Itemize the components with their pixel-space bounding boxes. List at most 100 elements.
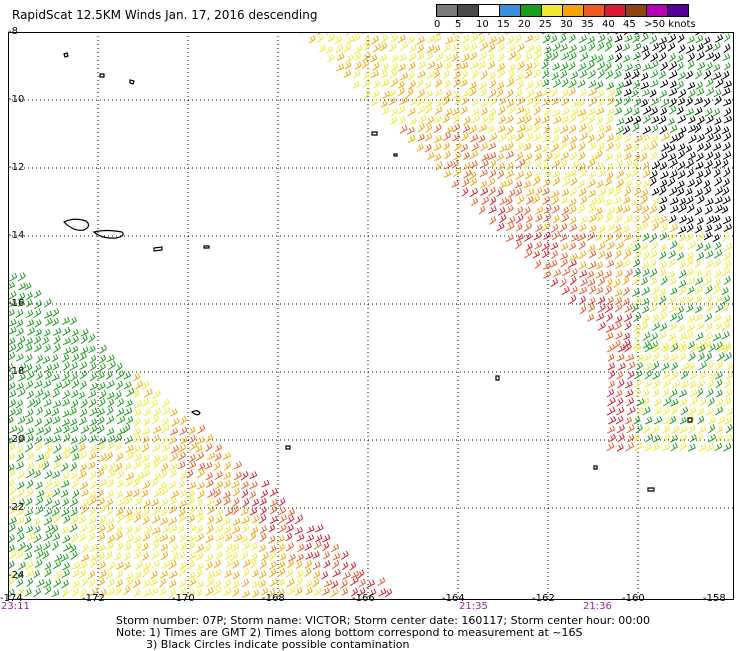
wind-barb bbox=[595, 115, 604, 126]
wind-barb bbox=[605, 70, 614, 80]
wind-barb bbox=[713, 258, 722, 268]
wind-barb bbox=[623, 332, 631, 341]
wind-barb bbox=[606, 259, 615, 268]
wind-barb bbox=[670, 342, 679, 353]
wind-barb bbox=[196, 481, 205, 490]
wind-barb bbox=[471, 142, 479, 152]
wind-barb bbox=[15, 353, 24, 362]
wind-barb bbox=[706, 86, 715, 97]
wind-barb bbox=[643, 32, 648, 35]
wind-barb bbox=[179, 489, 188, 498]
wind-barb bbox=[689, 433, 697, 443]
wind-barb bbox=[543, 124, 551, 134]
wind-barb bbox=[62, 562, 70, 571]
wind-barb bbox=[314, 534, 323, 543]
wind-barb bbox=[186, 469, 194, 479]
wind-barb bbox=[643, 179, 651, 188]
wind-barb bbox=[696, 433, 704, 443]
wind-barb bbox=[659, 268, 667, 277]
wind-barb bbox=[714, 117, 722, 126]
wind-barb bbox=[24, 442, 34, 453]
wind-barb bbox=[577, 179, 585, 189]
wind-barb bbox=[722, 70, 730, 80]
wind-barb bbox=[24, 353, 33, 363]
wind-barb bbox=[223, 496, 231, 506]
wind-barb bbox=[26, 577, 34, 587]
wind-barb bbox=[552, 170, 561, 179]
wind-barb bbox=[418, 115, 427, 124]
wind-barb bbox=[713, 133, 722, 142]
wind-barb bbox=[616, 443, 624, 452]
wind-barb bbox=[62, 361, 70, 371]
wind-barb bbox=[43, 516, 53, 526]
wind-barb bbox=[160, 462, 169, 472]
wind-barb bbox=[676, 80, 684, 90]
wind-barb bbox=[695, 269, 702, 278]
wind-barb bbox=[622, 276, 630, 286]
wind-barb bbox=[343, 43, 352, 53]
wind-barb bbox=[379, 54, 387, 63]
wind-barb bbox=[694, 188, 704, 198]
wind-barb bbox=[453, 142, 462, 152]
wind-barb bbox=[677, 324, 685, 333]
wind-barb bbox=[470, 134, 479, 143]
wind-barb bbox=[61, 445, 71, 454]
wind-barb bbox=[462, 124, 471, 133]
wind-barb bbox=[714, 442, 723, 452]
wind-barb bbox=[124, 478, 133, 488]
wind-barb bbox=[607, 54, 614, 62]
wind-barb bbox=[649, 258, 657, 268]
wind-barb bbox=[544, 46, 552, 54]
wind-barb bbox=[132, 427, 141, 436]
wind-barb bbox=[505, 204, 514, 214]
wind-barb bbox=[18, 561, 26, 570]
chart-title: RapidScat 12.5KM Winds Jan. 17, 2016 des… bbox=[12, 8, 318, 22]
wind-barb bbox=[541, 144, 549, 153]
wind-barb bbox=[60, 553, 69, 562]
wind-barb bbox=[88, 578, 96, 588]
wind-barb bbox=[633, 416, 641, 425]
wind-barb bbox=[231, 480, 240, 489]
lat-label: -8 bbox=[8, 26, 18, 37]
wind-barb bbox=[462, 162, 471, 171]
wind-barb bbox=[661, 142, 670, 152]
wind-barb bbox=[80, 398, 88, 409]
wind-barb bbox=[659, 251, 667, 260]
wind-barb bbox=[123, 542, 132, 552]
wind-barb bbox=[99, 588, 107, 598]
wind-barb bbox=[115, 579, 123, 588]
wind-barb bbox=[70, 471, 78, 480]
wind-barb bbox=[186, 489, 195, 499]
wind-barb bbox=[532, 176, 541, 187]
wind-barb bbox=[686, 277, 696, 286]
wind-barb bbox=[205, 472, 213, 481]
wind-barb bbox=[52, 499, 61, 508]
wind-barb bbox=[15, 508, 25, 516]
wind-barb bbox=[559, 141, 568, 150]
wind-barb bbox=[676, 305, 685, 315]
wind-barb bbox=[451, 159, 459, 169]
wind-barb bbox=[561, 267, 571, 277]
wind-barb bbox=[268, 524, 276, 533]
wind-barb bbox=[249, 559, 257, 569]
lon-label: -174 bbox=[0, 593, 23, 604]
wind-barb bbox=[33, 587, 42, 598]
wind-barb bbox=[362, 51, 371, 62]
wind-barb bbox=[523, 107, 531, 117]
wind-barb bbox=[8, 337, 16, 346]
wind-barb bbox=[354, 44, 363, 54]
wind-barb bbox=[715, 398, 724, 407]
wind-barb bbox=[409, 117, 417, 126]
wind-barb bbox=[213, 580, 221, 589]
wind-barb bbox=[25, 451, 34, 461]
wind-barb bbox=[614, 88, 622, 97]
wind-barb bbox=[407, 135, 416, 143]
wind-barb bbox=[632, 323, 642, 332]
wind-barb bbox=[568, 52, 577, 61]
colorbar-swatch bbox=[667, 4, 689, 17]
wind-barb bbox=[106, 406, 114, 416]
wind-barb bbox=[52, 416, 61, 425]
wind-barb bbox=[706, 379, 714, 389]
wind-barb bbox=[341, 587, 349, 596]
wind-barb bbox=[667, 153, 677, 162]
